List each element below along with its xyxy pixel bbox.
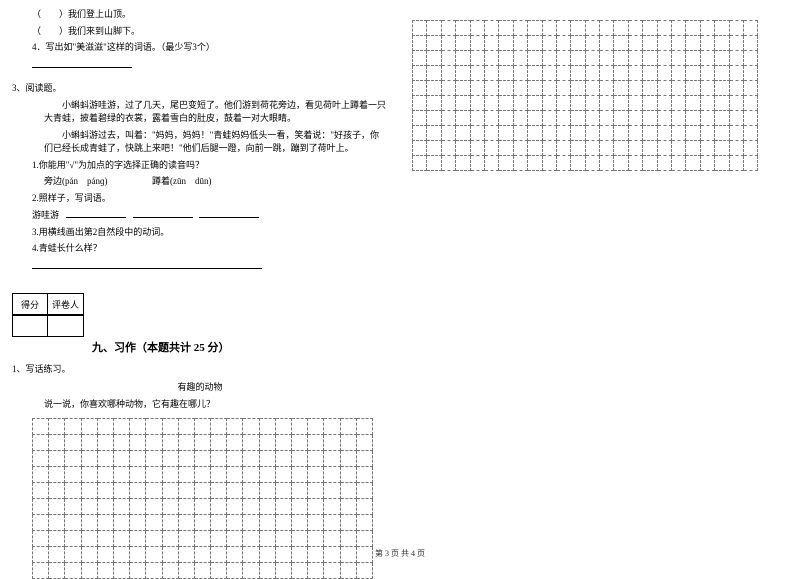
reading-header: 3、阅读题。	[12, 82, 388, 96]
reading-q4: 4.青蛙长什么样？	[12, 242, 388, 256]
score-blank[interactable]	[12, 315, 48, 337]
score-box: 得分 评卷人	[12, 293, 388, 315]
page-footer: 第 3 页 共 4 页	[0, 548, 800, 559]
fill-blank-1: （ ）我们登上山顶。	[12, 8, 388, 22]
fill-blank-2: （ ）我们来到山脚下。	[12, 25, 388, 39]
reading-q3: 3.用横线画出第2自然段中的动词。	[12, 226, 388, 240]
section-title: 九、习作（本题共计 25 分）	[12, 339, 388, 355]
reading-q1b: 蹲着(zūn dūn)	[152, 176, 212, 186]
blank-line[interactable]	[32, 259, 262, 269]
blank-line[interactable]	[66, 208, 126, 218]
reading-q2: 2.照样子，写词语。	[12, 192, 388, 206]
writing-q1: 1、写话练习。	[12, 363, 388, 377]
writing-title: 有趣的动物	[12, 381, 388, 395]
reading-para-2: 小蝌蚪游过去，叫着："妈妈，妈妈！"青蛙妈妈低头一看，笑着说："好孩子，你们已经…	[12, 129, 388, 156]
grader-blank[interactable]	[48, 315, 84, 337]
reading-q2a: 游哇游	[32, 210, 59, 220]
writing-prompt: 说一说，你喜欢哪种动物，它有趣在哪儿？	[12, 398, 388, 412]
score-box-empty	[12, 315, 388, 337]
blank-line[interactable]	[199, 208, 259, 218]
reading-q1: 1.你能用"√"为加点的字选择正确的读音吗？	[12, 159, 388, 173]
blank-line[interactable]	[32, 58, 132, 68]
reading-para-1: 小蝌蚪游哇游，过了几天，尾巴变短了。他们游到荷花旁边，看见荷叶上蹲着一只大青蛙，…	[12, 99, 388, 126]
reading-q1a: 旁边(pán pánɡ)	[44, 176, 107, 186]
question-4: 4．写出如"美滋滋"这样的词语。（最少写3个）	[12, 41, 388, 55]
writing-grid-right[interactable]	[412, 20, 758, 171]
score-label: 得分	[12, 293, 48, 315]
blank-line[interactable]	[133, 208, 193, 218]
grader-label: 评卷人	[48, 293, 84, 315]
